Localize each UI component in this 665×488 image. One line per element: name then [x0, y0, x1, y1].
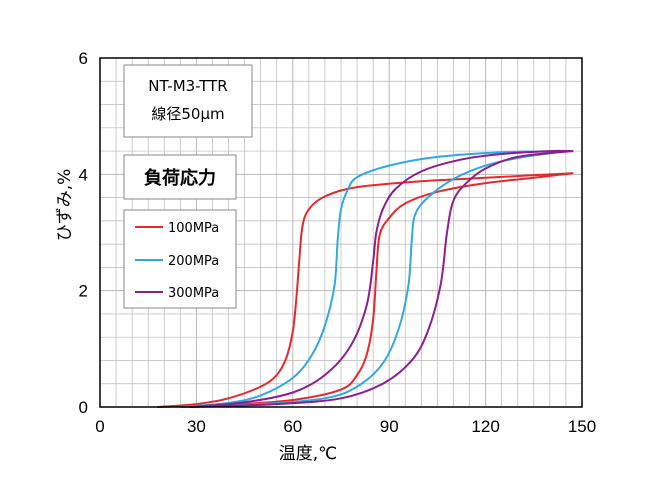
info-box-line-1: NT-M3-TTR [148, 77, 227, 95]
x-tick-label: 0 [95, 417, 104, 436]
legend-label-100mpa: 100MPa [168, 221, 219, 236]
series-lines [156, 149, 574, 408]
y-tick-label: 2 [79, 282, 88, 301]
series-line-200mpa-cooling [179, 150, 571, 408]
series-line-100mpa-heating [156, 172, 574, 408]
x-tick-label: 120 [471, 417, 499, 436]
y-tick-label: 6 [79, 49, 88, 68]
series-line-100mpa-cooling [156, 172, 574, 408]
series-line-200mpa-heating [179, 150, 571, 408]
y-tick-label: 0 [79, 398, 88, 417]
x-axis-title: 温度,℃ [279, 444, 338, 464]
series-line-300mpa-heating [189, 149, 574, 408]
plot-frame [99, 57, 583, 408]
y-tick-label: 4 [79, 165, 88, 184]
info-box: NT-M3-TTR 線径50μm [123, 64, 253, 138]
legend-label-200mpa: 200MPa [168, 254, 219, 269]
legend-title-box: 負荷応力 [123, 154, 237, 200]
x-tick-label: 30 [187, 417, 206, 436]
tick-labels: 0 30 60 90 120 150 0 2 4 6 [79, 49, 597, 436]
y-axis-title: ひずみ,% [55, 169, 75, 242]
legend-title: 負荷応力 [144, 167, 216, 189]
x-tick-label: 60 [283, 417, 302, 436]
info-box-line-2: 線径50μm [151, 105, 224, 123]
x-tick-label: 90 [380, 417, 399, 436]
series-line-300mpa-cooling [189, 150, 574, 408]
legend-label-300mpa: 300MPa [168, 286, 219, 301]
x-tick-label: 150 [568, 417, 596, 436]
legend: 100MPa 200MPa 300MPa [123, 209, 237, 309]
